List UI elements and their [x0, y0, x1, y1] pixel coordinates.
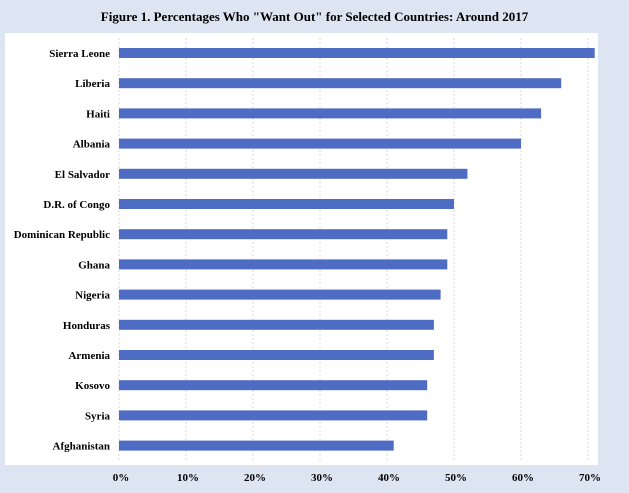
x-tick-label: 50%	[445, 472, 467, 484]
bar	[119, 138, 521, 149]
bar	[119, 440, 394, 451]
x-tick-label: 60%	[512, 472, 534, 484]
category-label: Nigeria	[75, 290, 110, 302]
bar	[119, 229, 448, 240]
bar	[119, 168, 468, 179]
bar	[119, 108, 542, 119]
category-label: Dominican Republic	[14, 229, 110, 241]
plot-area	[5, 33, 598, 465]
category-label: Sierra Leone	[49, 48, 110, 60]
x-tick-label: 20%	[244, 472, 266, 484]
category-label: Afghanistan	[53, 441, 110, 453]
x-tick-label: 40%	[378, 472, 400, 484]
bar	[119, 380, 428, 391]
bar	[119, 289, 441, 300]
bar	[119, 410, 428, 421]
category-label: Haiti	[86, 108, 110, 120]
bar	[119, 78, 562, 89]
category-label: Liberia	[75, 78, 110, 90]
bar	[119, 259, 448, 270]
category-label: D.R. of Congo	[43, 199, 110, 211]
bar	[119, 199, 454, 209]
category-label: Kosovo	[75, 380, 110, 392]
chart-title: Figure 1. Percentages Who "Want Out" for…	[100, 9, 529, 24]
x-tick-label: 30%	[311, 472, 333, 484]
x-tick-label: 0%	[113, 472, 130, 484]
category-label: Honduras	[63, 320, 111, 332]
category-label: Armenia	[68, 350, 110, 362]
bar	[119, 319, 434, 330]
bar	[119, 48, 595, 58]
bar	[119, 350, 434, 360]
category-label: Albania	[73, 139, 111, 151]
x-tick-label: 70%	[579, 472, 601, 484]
category-label: Syria	[85, 410, 111, 422]
category-label: El Salvador	[55, 169, 110, 181]
x-tick-label: 10%	[177, 472, 199, 484]
category-label: Ghana	[78, 259, 110, 271]
